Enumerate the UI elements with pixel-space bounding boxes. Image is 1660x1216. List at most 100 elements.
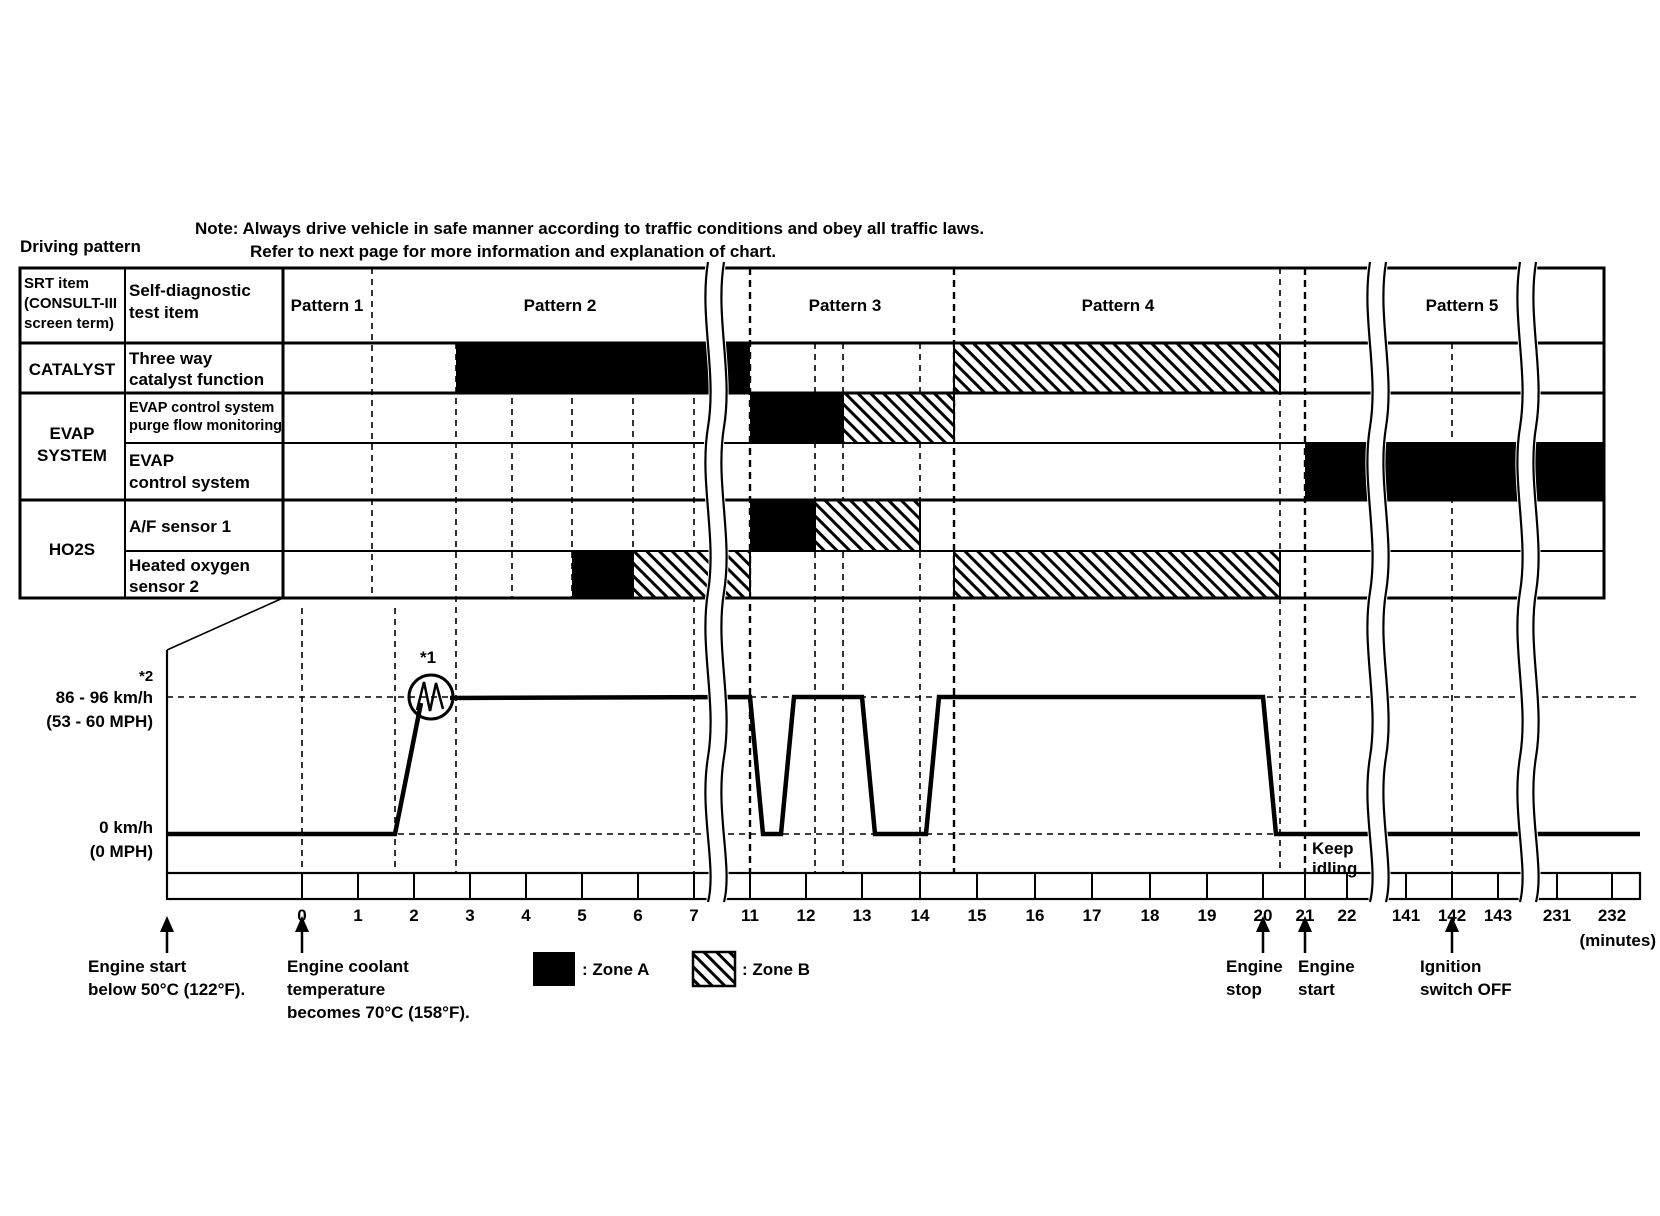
row-2-label-line-2: purge flow monitoring	[129, 418, 283, 434]
dashed-guides	[167, 268, 1640, 873]
group-catalyst: CATALYST	[28, 360, 116, 379]
tick-label: 2	[409, 906, 419, 925]
row-3-label-line-2: control system	[129, 473, 250, 492]
ignition-off-line-1: Ignition	[1420, 957, 1482, 976]
row-1-label-line-1: Three way	[129, 349, 213, 368]
tick-label: 22	[1337, 906, 1357, 925]
tick-label: 15	[967, 906, 987, 925]
footnote-2-marker: *2	[139, 668, 154, 685]
zone-b-bar	[953, 342, 1281, 394]
coolant-temp-arrow-icon	[295, 916, 309, 953]
engine-stop-line-1: Engine	[1226, 957, 1283, 976]
magnify-connector-line	[166, 597, 284, 651]
tick-label: 7	[689, 906, 699, 925]
srt-table-grid	[18, 266, 1606, 600]
tick-label: 19	[1197, 906, 1217, 925]
zero-speed-label-line-2: (0 MPH)	[89, 842, 153, 861]
zone-a-bar	[750, 500, 815, 551]
zone-b-bar	[632, 550, 751, 599]
zone-b-bar	[842, 392, 955, 444]
minutes-unit-label: (minutes)	[1579, 931, 1657, 950]
speed-trace-start	[167, 702, 424, 837]
engine-start-arrow-icon	[1298, 916, 1312, 953]
keep-idling-line-2: idling	[1312, 859, 1358, 878]
srt-header-line-2: (CONSULT-III	[24, 295, 118, 312]
zone-a-bar	[750, 393, 843, 443]
tick-label: 16	[1025, 906, 1045, 925]
time-break-wave-icon	[1517, 262, 1538, 902]
engine-start-cold-line-2: below 50°C (122°F).	[88, 980, 246, 999]
note-line-1: Note: Always drive vehicle in safe manne…	[195, 219, 985, 238]
tick-label: 0	[297, 906, 307, 925]
engine-start-line-1: Engine	[1298, 957, 1355, 976]
zone-a-label: : Zone A	[582, 960, 650, 979]
group-ho2s: HO2S	[48, 540, 96, 559]
row-2-label-line-1: EVAP control system	[129, 400, 275, 416]
row-5-label-line-1: Heated oxygen	[129, 556, 250, 575]
zone-legend	[533, 950, 737, 988]
zone-b-swatch-icon	[691, 950, 737, 988]
page-title: Driving pattern	[20, 237, 141, 256]
pattern-4-header: Pattern 4	[1081, 296, 1155, 315]
speed-variation-circle	[407, 673, 455, 721]
engine-start-cold-arrow-icon	[160, 916, 174, 953]
tick-label: 14	[910, 906, 930, 925]
coolant-temp-line-2: temperature	[287, 980, 386, 999]
tick-label: 143	[1483, 906, 1513, 925]
ignition-off-arrow-icon	[1445, 916, 1459, 953]
tick-label: 17	[1082, 906, 1102, 925]
coolant-temp-line-1: Engine coolant	[287, 957, 409, 976]
pattern-1-header: Pattern 1	[290, 296, 364, 315]
time-break-wave-icon	[1367, 262, 1388, 902]
test-item-header-line-1: Self-diagnostic	[129, 281, 251, 300]
time-ruler	[165, 871, 1642, 901]
high-speed-label-line-2: (53 - 60 MPH)	[46, 712, 153, 731]
pattern-3-header: Pattern 3	[808, 296, 882, 315]
engine-start-cold-line-1: Engine start	[88, 957, 187, 976]
tick-label: 13	[852, 906, 872, 925]
engine-stop-arrow-icon	[1256, 916, 1270, 953]
speed-trace	[449, 694, 1640, 837]
tick-label: 12	[796, 906, 816, 925]
test-item-header-line-2: test item	[129, 303, 199, 322]
engine-stop-line-2: stop	[1226, 980, 1262, 999]
tick-label: 4	[521, 906, 531, 925]
tick-label: 232	[1597, 906, 1627, 925]
tick-label: 20	[1253, 906, 1273, 925]
coolant-temp-line-3: becomes 70°C (158°F).	[287, 1003, 470, 1022]
zero-speed-label-line-1: 0 km/h	[99, 818, 153, 837]
keep-idling-line-1: Keep	[1312, 839, 1354, 858]
tick-label: 231	[1542, 906, 1572, 925]
tick-label: 6	[633, 906, 643, 925]
tick-label: 11	[741, 906, 759, 925]
zone-a-bar	[572, 551, 633, 598]
zone-bars	[456, 342, 1603, 599]
tick-label: 5	[577, 906, 587, 925]
zone-a-bar	[1305, 443, 1603, 500]
engine-start-line-2: start	[1298, 980, 1335, 999]
tick-label: 21	[1295, 906, 1315, 925]
footnote-1-marker: *1	[419, 648, 437, 667]
pattern-5-header: Pattern 5	[1425, 296, 1499, 315]
tick-label: 1	[353, 906, 363, 925]
tick-label: 141	[1391, 906, 1421, 925]
group-evap-line-2: SYSTEM	[37, 446, 107, 465]
time-break-wave-icon	[705, 262, 726, 902]
tick-label: 18	[1140, 906, 1160, 925]
row-1-label-line-2: catalyst function	[129, 370, 265, 389]
zone-b-bar	[953, 550, 1281, 599]
zone-a-bar	[456, 343, 750, 393]
row-3-label-line-1: EVAP	[129, 451, 175, 470]
row-5-label-line-2: sensor 2	[129, 577, 199, 596]
pattern-2-header: Pattern 2	[523, 296, 597, 315]
zone-a-swatch-icon	[533, 952, 575, 986]
row-4-label: A/F sensor 1	[129, 517, 232, 536]
event-arrows	[160, 916, 1459, 953]
note-line-2: Refer to next page for more information …	[250, 242, 777, 261]
zone-b-label: : Zone B	[742, 960, 810, 979]
ignition-off-line-2: switch OFF	[1420, 980, 1512, 999]
speed-variation-squiggle-icon	[415, 681, 445, 712]
high-speed-label-line-1: 86 - 96 km/h	[55, 688, 153, 707]
